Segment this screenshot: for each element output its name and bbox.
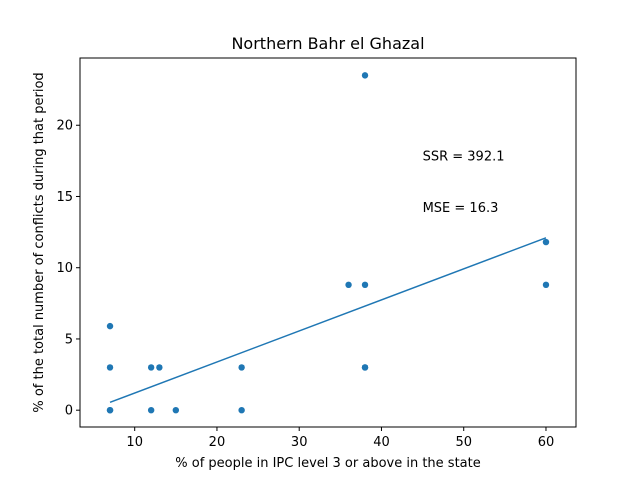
data-point (238, 406, 245, 414)
data-point (147, 406, 155, 414)
data-point (106, 406, 114, 414)
x-tick-label: 50 (455, 435, 472, 450)
y-tick-label: 0 (65, 404, 73, 419)
x-tick-label: 20 (209, 435, 226, 450)
data-point (238, 364, 245, 371)
data-point (106, 364, 114, 371)
y-axis: 0 5 10 15 20 (56, 119, 80, 419)
data-point (542, 281, 550, 289)
x-tick-label: 60 (538, 435, 555, 450)
data-point (345, 281, 352, 289)
data-point (361, 281, 369, 289)
y-tick-label: 5 (65, 332, 73, 347)
ssr-annotation: SSR = 392.1 (423, 150, 505, 165)
plot-area: SSR = 392.1 MSE = 16.3 (106, 72, 550, 414)
x-tick-label: 10 (126, 435, 143, 450)
y-tick-label: 15 (56, 190, 73, 205)
data-point (106, 322, 114, 330)
fit-line (109, 237, 547, 404)
x-axis-label: % of people in IPC level 3 or above in t… (175, 456, 480, 471)
data-point (156, 364, 163, 371)
y-tick-label: 10 (56, 261, 73, 276)
x-tick-label: 40 (373, 435, 390, 450)
chart-title: Northern Bahr el Ghazal (231, 34, 424, 53)
x-tick-label: 30 (291, 435, 308, 450)
y-axis-label: % of the total number of conflicts durin… (32, 72, 47, 412)
y-tick-label: 20 (56, 119, 73, 134)
x-axis: 10 20 30 40 50 60 (126, 427, 554, 450)
data-point (542, 238, 550, 246)
data-point (147, 364, 155, 371)
data-point (361, 364, 369, 371)
axes-frame (79, 57, 577, 428)
mse-annotation: MSE = 16.3 (423, 201, 499, 216)
data-point (172, 406, 180, 414)
data-point (361, 72, 369, 79)
